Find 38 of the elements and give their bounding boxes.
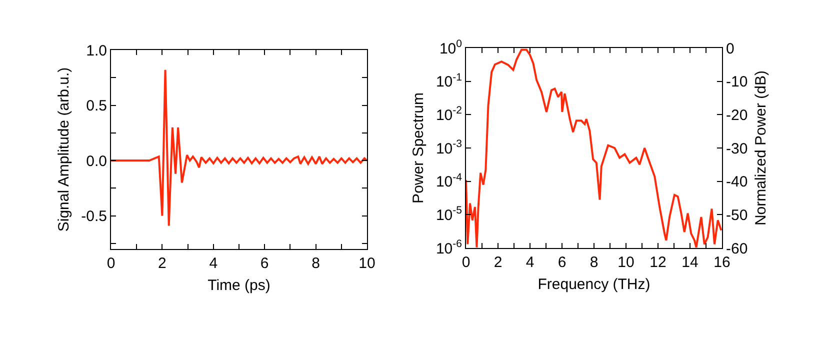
- y-tick-label: 10$^{-1}$: [436, 71, 462, 91]
- y2-tick-label: -10: [726, 74, 748, 91]
- x-axis-title: Time (ps): [208, 277, 270, 294]
- y2-tick-label: -40: [726, 174, 748, 191]
- x-tick-label: 10: [358, 255, 376, 272]
- x-tick-label: 2: [158, 255, 166, 272]
- y-tick-label: 10$^{-5}$: [436, 204, 462, 224]
- y2-tick-label: -50: [726, 206, 748, 224]
- y-tick-label: 10$^{-2}$: [436, 104, 462, 124]
- x-axis-title: Frequency (THz): [538, 276, 650, 293]
- y2-axis-title: Normalized Power (dB): [752, 70, 770, 226]
- y-axis-title: Power Spectrum: [410, 92, 428, 204]
- y2-tick-label: -20: [726, 106, 748, 124]
- y-tick-label: 1.0: [86, 42, 107, 60]
- x-tick-label: 6: [260, 255, 269, 272]
- x-tick-label: 2: [494, 254, 502, 271]
- y-tick-label: 0.0: [86, 152, 107, 170]
- y-tick-label: 10$^{-4}$: [436, 171, 462, 191]
- y-axis-title: Signal Amplitude (arb.u.): [55, 67, 72, 232]
- x-tick-label: 4: [526, 254, 534, 271]
- y-tick-label: -0.5: [81, 208, 107, 226]
- y-tick-label: 0.5: [86, 98, 107, 115]
- line-series: [466, 48, 722, 248]
- y2-tick-label: -30: [726, 140, 748, 158]
- x-tick-label: 4: [209, 255, 218, 272]
- line-series: [111, 68, 367, 227]
- x-tick-label: 0: [106, 255, 116, 272]
- x-tick-label: 8: [590, 254, 598, 271]
- x-tick-label: 8: [312, 255, 320, 272]
- x-tick-label: 14: [682, 254, 698, 271]
- x-tick-label: 0: [462, 254, 470, 271]
- y-tick-label: 10$^{-3}$: [436, 138, 462, 158]
- x-tick-label: 6: [558, 254, 566, 271]
- y-tick-label: 10$^{-6}$: [436, 238, 462, 258]
- y2-tick-label: 0: [726, 40, 734, 58]
- y-tick-label: 10$^{0}$: [439, 38, 462, 58]
- x-tick-label: 10: [618, 254, 634, 271]
- x-tick-label: 12: [650, 254, 666, 271]
